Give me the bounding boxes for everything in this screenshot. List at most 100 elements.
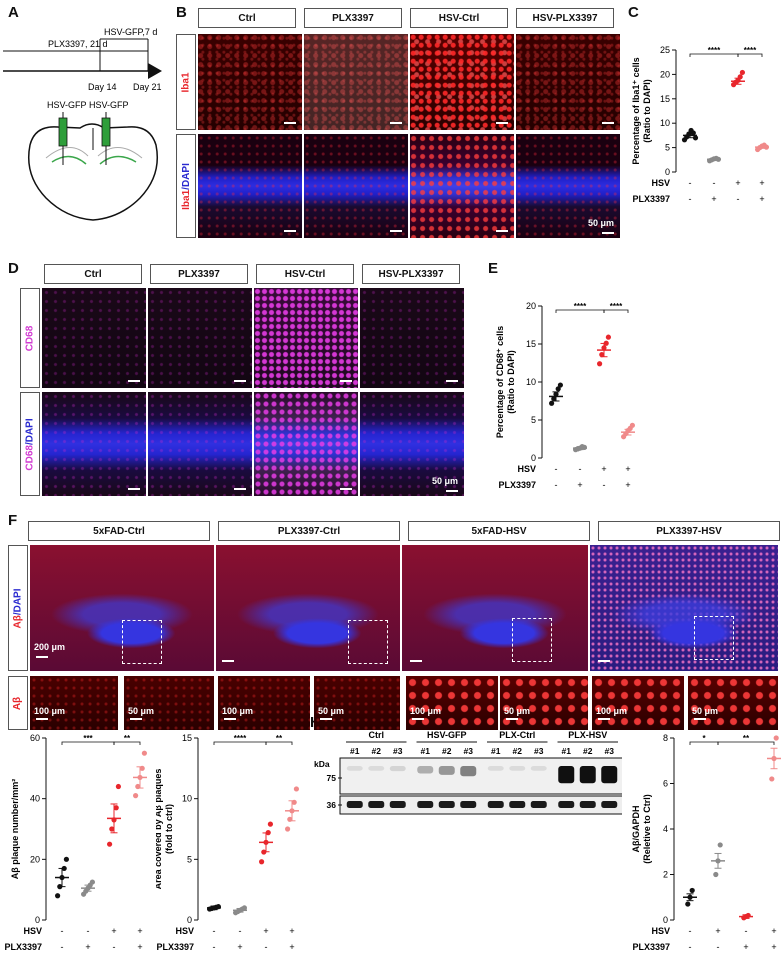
blot-gapdh-band [579, 801, 596, 808]
scale-bar [36, 718, 48, 720]
significance-label: *** [83, 734, 93, 743]
micrograph-cd68-hsv-ctrl [254, 288, 358, 388]
scale-bar [340, 488, 352, 490]
y-tick-label: 2 [663, 870, 668, 880]
panel-letter-e: E [488, 260, 499, 277]
abeta-zoom-5xfad-hsv-b [500, 676, 588, 730]
blot-gapdh-band [601, 801, 618, 808]
blot-mw-36: 36 [327, 800, 337, 810]
plx-sign: - [737, 194, 740, 204]
y-tick-label: 15 [526, 339, 536, 349]
scale-bar [598, 660, 610, 662]
hsv-sign: + [601, 464, 606, 474]
data-point [605, 334, 611, 340]
panel-b-row-label-iba1-dapi: Iba1/DAPI [176, 134, 196, 238]
hsv-row-label: HSV [517, 464, 536, 474]
plx-row-label: PLX3397 [4, 942, 42, 952]
micrograph-iba1-hsv-ctrl [410, 34, 514, 130]
panel-b-header-plx: PLX3397 [304, 8, 402, 28]
data-point [557, 382, 563, 388]
hsv-sign: - [713, 178, 716, 188]
scale-bar [496, 122, 508, 124]
data-point [549, 400, 555, 406]
plx-sign: + [625, 480, 630, 490]
scale-label: 100 μm [222, 706, 254, 716]
data-point [133, 793, 139, 799]
y-tick-label: 6 [663, 779, 668, 789]
micrograph-cd68-ctrl [42, 288, 146, 388]
data-point [293, 786, 299, 792]
blot-mw-75: 75 [327, 773, 337, 783]
panel-f-header-5xfad-hsv: 5xFAD-HSV [408, 521, 590, 541]
blot-abeta-band [601, 766, 618, 784]
hsv-sign: + [263, 926, 268, 936]
significance-bracket [113, 741, 141, 745]
data-point [115, 783, 121, 790]
scale-bar [412, 718, 424, 720]
data-point [692, 135, 699, 141]
day14-label: Day 14 [88, 82, 117, 92]
blot-abeta-band [509, 766, 526, 771]
hsv-sign: + [735, 178, 740, 188]
hsv-sign: - [579, 464, 582, 474]
blot-abeta-band [558, 766, 575, 784]
data-point [685, 901, 691, 907]
scale-bar [36, 656, 48, 658]
scale-label: 100 μm [410, 706, 442, 716]
scale-bar [284, 230, 296, 232]
blot-lane-label: #2 [583, 746, 593, 756]
micrograph-cd68-hsv-plx [360, 288, 464, 388]
data-point [713, 871, 719, 878]
blot-gapdh-band [417, 801, 434, 808]
panel-letter-a: A [8, 4, 19, 21]
scale-bar [222, 660, 234, 662]
brain-section-plx-ctrl [216, 545, 400, 671]
hsv-sign: - [555, 464, 558, 474]
panel-letter-c: C [628, 4, 639, 21]
y-tick-label: 15 [660, 94, 670, 104]
chart-cd68-percentage: 0 5 10 15 20 Percentage of CD68⁺ cells (Ratio … [495, 301, 635, 490]
y-tick-label: 60 [30, 733, 40, 743]
micrograph-cd68-dapi-hsv-ctrl [254, 392, 358, 496]
hsv-sign: - [213, 926, 216, 936]
scale-bar [602, 232, 614, 234]
data-point [739, 69, 745, 76]
y-tick-label: 10 [526, 377, 536, 387]
panel-d-header-plx: PLX3397 [150, 264, 248, 284]
hsv-row-label: HSV [23, 926, 42, 936]
data-point [241, 905, 247, 911]
plx-sign: - [113, 942, 116, 952]
abeta-zoom-plx-hsv-a [592, 676, 684, 730]
micrograph-cd68-dapi-ctrl [42, 392, 146, 496]
significance-bracket [717, 741, 775, 745]
plx-sign: - [689, 194, 692, 204]
hsv-sign: + [715, 926, 720, 936]
significance-bracket [737, 53, 763, 57]
scale-label: 100 μm [34, 706, 66, 716]
hsv-row-label: HSV [651, 926, 670, 936]
blot-abeta-band [389, 766, 406, 772]
hsv-sign: - [689, 178, 692, 188]
blot-abeta-band [438, 766, 455, 775]
y-axis-label: (fold to ctrl) [164, 804, 174, 854]
blot-gapdh-band [438, 801, 455, 808]
data-point [689, 887, 695, 894]
blot-gapdh-band [389, 801, 406, 808]
scale-bar [234, 488, 246, 490]
y-tick-label: 25 [660, 45, 670, 55]
blot-lane-label: #1 [562, 746, 572, 756]
plx-sign: + [743, 942, 748, 952]
y-axis-label: Aβ/GAPDH [631, 806, 641, 853]
data-point [599, 352, 605, 358]
y-tick-label: 0 [531, 453, 536, 463]
scale-bar [496, 230, 508, 232]
data-point [141, 750, 147, 756]
zoom-box [122, 620, 162, 664]
plx-sign: - [689, 942, 692, 952]
blot-gapdh-band [368, 801, 385, 808]
data-point [259, 859, 265, 865]
blot-abeta-frame [339, 757, 622, 795]
scale-bar [128, 488, 140, 490]
y-tick-label: 0 [665, 167, 670, 177]
chart-plaque-number: 0 20 40 60 Aβ plaque number/mm² - - - + + - + + HSV PL… [4, 733, 147, 952]
